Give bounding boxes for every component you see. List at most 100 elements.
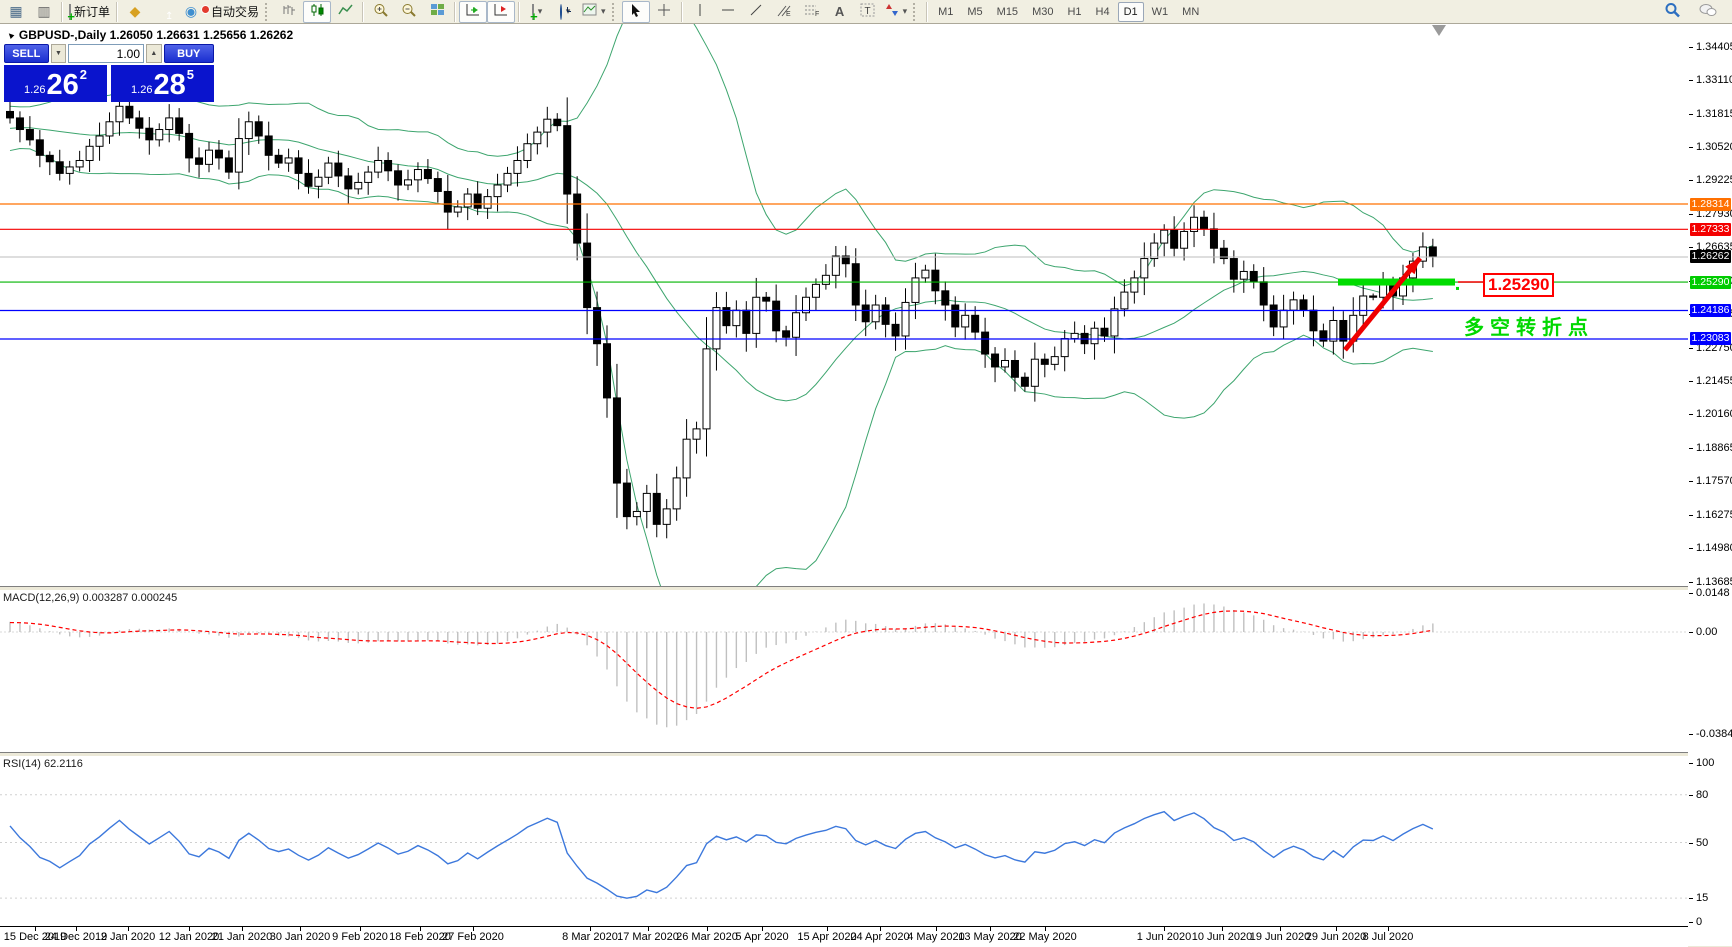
candle — [772, 300, 781, 332]
candle — [443, 190, 452, 213]
text-label-button[interactable]: T — [854, 1, 882, 23]
axis-tick — [1689, 113, 1693, 115]
timeframe-mn-button[interactable]: MN — [1182, 5, 1200, 18]
vertical-line-button[interactable] — [686, 1, 714, 23]
candle — [543, 118, 552, 133]
candle — [234, 138, 243, 173]
toolbar-grip[interactable] — [265, 2, 270, 21]
date-label: 18 Feb 2020 — [389, 931, 451, 943]
templates-button[interactable]: ▾ — [579, 1, 609, 23]
bar-chart-mode-button[interactable] — [275, 1, 303, 23]
candle — [1229, 258, 1238, 280]
bollinger-upper-band — [9, 24, 1434, 287]
search-button[interactable] — [1658, 1, 1686, 23]
macd-canvas[interactable] — [0, 590, 1688, 752]
candle — [1130, 277, 1139, 293]
crosshair-button[interactable] — [650, 1, 678, 23]
chat-button[interactable] — [1694, 1, 1722, 23]
candle — [811, 283, 820, 298]
fibonacci-button[interactable]: F — [798, 1, 826, 23]
date-label: 27 Feb 2020 — [442, 931, 504, 943]
new-order-button[interactable]: 新订单 — [66, 1, 113, 23]
auto-scroll-button[interactable] — [459, 0, 488, 23]
price-tick-label: 1.30520 — [1696, 141, 1732, 154]
new-chart-window-button[interactable]: ▦ — [2, 1, 30, 23]
rsi-pane[interactable]: RSI(14) 62.2116 — [0, 756, 1688, 926]
volume-decrease-button[interactable]: ▼ — [50, 44, 67, 63]
buy-button[interactable]: BUY — [163, 44, 214, 63]
rsi-canvas[interactable] — [0, 756, 1688, 926]
dropdown-caret-icon[interactable]: ▾ — [537, 6, 543, 16]
cursor-button[interactable] — [621, 0, 650, 23]
axis-tick — [1689, 46, 1693, 48]
candle — [1359, 295, 1368, 316]
timeframe-m30-button[interactable]: M30 — [1032, 5, 1054, 18]
zoom-in-button[interactable] — [367, 1, 395, 23]
auto-trading-button[interactable]: 自动交易 — [205, 1, 262, 23]
rsi-label: RSI(14) 62.2116 — [3, 758, 83, 770]
macd-pane[interactable]: MACD(12,26,9) 0.003287 0.000245 — [0, 590, 1688, 752]
trendline-icon — [749, 3, 763, 20]
text-button[interactable]: A — [826, 1, 854, 23]
axis-tick — [1689, 514, 1693, 516]
timeframe-w1-button[interactable]: W1 — [1151, 5, 1169, 18]
buy-price-panel[interactable]: 1.26 28 5 — [111, 65, 214, 102]
dropdown-caret-icon[interactable]: ▾ — [601, 6, 606, 16]
timeframe-m15-button[interactable]: M15 — [996, 5, 1019, 18]
date-label: 22 May 2020 — [1013, 931, 1077, 943]
date-tick — [827, 927, 828, 931]
timeframe-h1-button[interactable]: H1 — [1067, 5, 1082, 18]
candle — [304, 172, 313, 187]
candle — [722, 307, 731, 327]
date-label: 17 Mar 2020 — [617, 931, 679, 943]
chart-profiles-button[interactable]: ▥ — [30, 1, 58, 23]
dropdown-caret-icon[interactable]: ▾ — [902, 6, 908, 16]
candle — [105, 121, 114, 137]
candle — [384, 159, 393, 172]
timeframe-d1-button[interactable]: D1 — [1117, 1, 1144, 22]
equidistant-channel-button[interactable]: E — [770, 1, 798, 23]
sell-button[interactable]: SELL — [4, 44, 49, 63]
toolbar-grip[interactable] — [611, 2, 617, 21]
candle — [991, 353, 1000, 368]
candle — [593, 307, 602, 345]
one-click-collapse-icon[interactable]: ▲ — [3, 28, 18, 42]
horizontal-line-button[interactable] — [714, 1, 742, 23]
price-axis[interactable]: 1.34405 1.33110 1.31815 1.30520 1.29225 1.279… — [1689, 24, 1732, 946]
candle — [891, 323, 900, 337]
date-axis[interactable]: 15 Dec 2019 24 Dec 2019 2 Jan 2020 12 Jan 2… — [0, 926, 1688, 947]
zoom-out-button[interactable] — [395, 1, 423, 23]
annotation-text-cn[interactable]: 多空转折点 — [1464, 317, 1594, 339]
signals-button[interactable]: ◉ — [177, 1, 205, 23]
price-chart-canvas[interactable] — [0, 24, 1688, 586]
toolbar-grip[interactable] — [913, 2, 918, 21]
mql5-community-button[interactable]: ◆ — [121, 1, 149, 23]
axis-tick — [1689, 180, 1693, 182]
sell-price-panel[interactable]: 1.26 26 2 — [4, 65, 107, 102]
axis-tick — [1689, 347, 1693, 349]
trendline-button[interactable] — [742, 1, 770, 23]
chart-shift-button[interactable] — [487, 0, 516, 23]
timeframe-h4-button[interactable]: H4 — [1095, 5, 1110, 18]
timeframe-m5-button[interactable]: M5 — [967, 5, 983, 18]
arrows-button[interactable]: ▾ — [882, 1, 911, 23]
market-button[interactable] — [149, 1, 177, 23]
line-chart-mode-button[interactable] — [331, 1, 359, 23]
axis-tick — [1689, 247, 1693, 249]
price-tick-label: 1.29225 — [1696, 174, 1732, 187]
price-chart-pane[interactable]: ▲ GBPUSD-,Daily 1.26050 1.26631 1.25656 … — [0, 24, 1688, 586]
timeframe-m1-button[interactable]: M1 — [938, 5, 954, 18]
price-level-label[interactable]: 1.25290 — [1483, 273, 1555, 297]
date-tick — [1336, 927, 1337, 931]
candlestick-mode-button[interactable] — [303, 0, 332, 23]
date-label: 13 May 2020 — [958, 931, 1022, 943]
volume-increase-button[interactable]: ▲ — [146, 44, 162, 63]
axis-tick — [1689, 763, 1693, 764]
date-label: 24 Apr 2020 — [850, 931, 910, 943]
price-tick-label: 1.33110 — [1696, 74, 1732, 87]
volume-input[interactable]: 1.00 — [68, 44, 144, 63]
tile-windows-button[interactable] — [423, 1, 451, 23]
price-tick-label: 1.21455 — [1696, 375, 1732, 387]
indicators-list-button[interactable]: ▾ — [523, 1, 551, 23]
periods-button[interactable]: ▾ — [551, 1, 579, 23]
